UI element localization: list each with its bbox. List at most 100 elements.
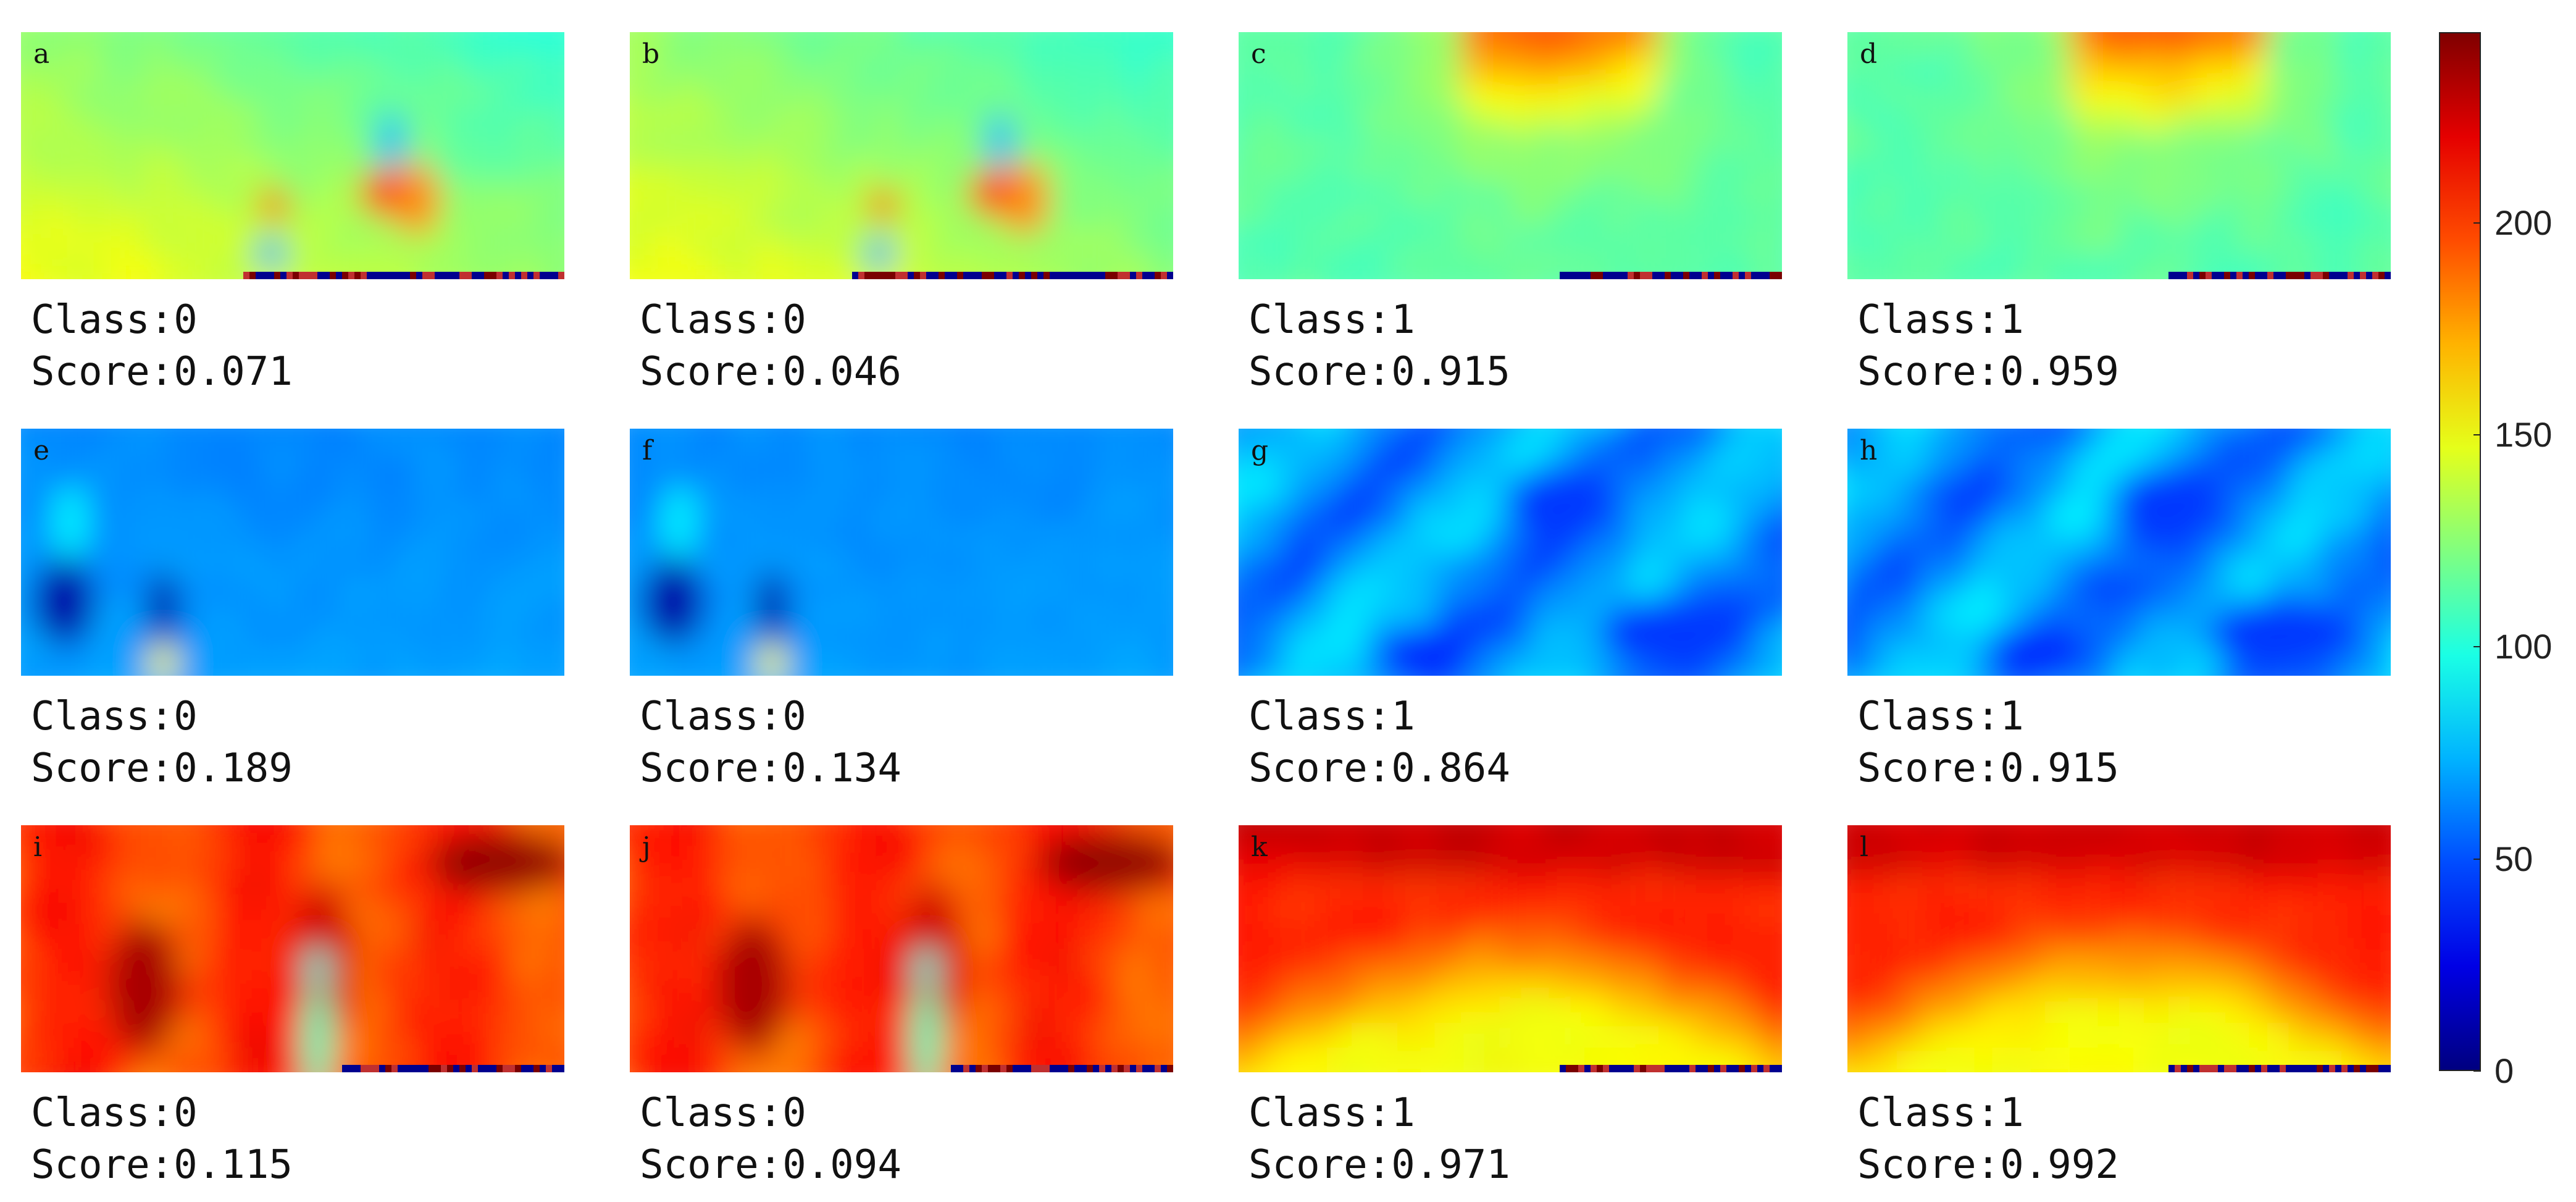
panel-letter: c bbox=[1251, 38, 1266, 70]
seafloor-strip bbox=[558, 272, 564, 279]
seafloor-strip bbox=[410, 1065, 416, 1072]
seafloor-strip bbox=[1745, 272, 1751, 279]
seafloor-strip bbox=[2323, 272, 2329, 279]
seafloor-strip bbox=[1105, 272, 1111, 279]
seafloor-strip bbox=[982, 1065, 988, 1072]
seafloor-strip bbox=[920, 272, 926, 279]
seafloor-strip bbox=[385, 272, 391, 279]
seafloor-strip bbox=[1677, 1065, 1683, 1072]
seafloor-strip bbox=[422, 272, 429, 279]
seafloor-strip bbox=[2292, 272, 2298, 279]
seafloor-strip bbox=[2354, 1065, 2360, 1072]
seafloor-strip bbox=[354, 1065, 361, 1072]
class-label: Class:1 bbox=[1248, 297, 1415, 343]
seafloor-strip bbox=[1136, 272, 1142, 279]
seafloor-strip bbox=[1081, 272, 1087, 279]
seafloor-strip bbox=[398, 272, 404, 279]
seafloor-strip bbox=[533, 272, 540, 279]
seafloor-strip bbox=[1597, 1065, 1603, 1072]
seafloor-strip bbox=[1609, 1065, 1615, 1072]
seafloor-strip bbox=[243, 272, 249, 279]
seafloor-strip bbox=[1000, 1065, 1006, 1072]
seafloor-strip bbox=[1646, 1065, 1652, 1072]
seafloor-strip bbox=[1739, 1065, 1745, 1072]
seafloor-strip bbox=[1628, 272, 1634, 279]
seafloor-strip bbox=[459, 272, 466, 279]
heatmap-image bbox=[21, 32, 564, 279]
class-label: Class:1 bbox=[1248, 1090, 1415, 1136]
seafloor-strip bbox=[1628, 1065, 1634, 1072]
seafloor-strip bbox=[2378, 272, 2385, 279]
seafloor-strip bbox=[2243, 1065, 2249, 1072]
seafloor-strip bbox=[2261, 1065, 2267, 1072]
seafloor-strip bbox=[496, 272, 503, 279]
heatmap-image bbox=[630, 32, 1173, 279]
seafloor-strip bbox=[2329, 272, 2335, 279]
seafloor-strip bbox=[2335, 1065, 2341, 1072]
seafloor-strip bbox=[1062, 272, 1068, 279]
heatmap-image bbox=[21, 825, 564, 1072]
seafloor-strip bbox=[2230, 272, 2236, 279]
seafloor-strip bbox=[2236, 1065, 2243, 1072]
seafloor-strip bbox=[521, 1065, 527, 1072]
seafloor-strip bbox=[299, 272, 305, 279]
seafloor-strip bbox=[1603, 272, 1609, 279]
seafloor-strip bbox=[1763, 1065, 1770, 1072]
seafloor-strip bbox=[416, 272, 422, 279]
seafloor-strip bbox=[858, 272, 864, 279]
seafloor-strip bbox=[951, 272, 957, 279]
seafloor-strip bbox=[342, 1065, 348, 1072]
heatmap-image bbox=[1239, 825, 1782, 1072]
seafloor-strip bbox=[1702, 1065, 1708, 1072]
heatmap-image bbox=[1847, 429, 2391, 676]
seafloor-strip bbox=[2175, 272, 2181, 279]
score-label: Score:0.115 bbox=[31, 1142, 293, 1188]
score-label: Score:0.046 bbox=[640, 349, 901, 395]
seafloor-strip bbox=[1720, 1065, 1726, 1072]
seafloor-strip bbox=[1621, 1065, 1628, 1072]
seafloor-strip bbox=[2218, 272, 2224, 279]
seafloor-strip bbox=[490, 1065, 496, 1072]
colorbar bbox=[2439, 32, 2481, 1071]
panel-caption: Class:1 Score:0.971 bbox=[1248, 1087, 1792, 1191]
seafloor-strip bbox=[2168, 1065, 2175, 1072]
seafloor-strip bbox=[1019, 272, 1025, 279]
seafloor-strip bbox=[1757, 1065, 1763, 1072]
panel-g: g bbox=[1239, 429, 1782, 676]
heatmap-image bbox=[1239, 32, 1782, 279]
seafloor-strip bbox=[864, 272, 871, 279]
seafloor-strip bbox=[1696, 272, 1702, 279]
seafloor-strip bbox=[1043, 272, 1050, 279]
seafloor-strip bbox=[324, 272, 330, 279]
seafloor-strip bbox=[895, 272, 901, 279]
seafloor-strip bbox=[963, 272, 969, 279]
panel-letter: k bbox=[1251, 831, 1268, 863]
seafloor-strip bbox=[1136, 1065, 1142, 1072]
seafloor-strip bbox=[889, 272, 895, 279]
seafloor-strip bbox=[1068, 1065, 1074, 1072]
seafloor-strip bbox=[342, 272, 348, 279]
seafloor-strip bbox=[379, 1065, 385, 1072]
seafloor-strip bbox=[969, 272, 976, 279]
seafloor-strip bbox=[1770, 1065, 1776, 1072]
score-label: Score:0.094 bbox=[640, 1142, 901, 1188]
seafloor-strip bbox=[552, 1065, 558, 1072]
seafloor-strip bbox=[1683, 272, 1689, 279]
seafloor-strip bbox=[2360, 272, 2366, 279]
seafloor-strip bbox=[2236, 272, 2243, 279]
seafloor-strip bbox=[361, 272, 367, 279]
seafloor-strip bbox=[2354, 272, 2360, 279]
seafloor-strip bbox=[429, 1065, 435, 1072]
seafloor-strip bbox=[478, 1065, 484, 1072]
seafloor-strip bbox=[1584, 272, 1591, 279]
seafloor-strip bbox=[1751, 1065, 1757, 1072]
seafloor-strip bbox=[1733, 272, 1739, 279]
colorbar-tick-label: 0 bbox=[2494, 1051, 2514, 1090]
seafloor-strip bbox=[2273, 272, 2280, 279]
seafloor-strip bbox=[447, 272, 453, 279]
seafloor-strip bbox=[1006, 1065, 1013, 1072]
seafloor-strip bbox=[2255, 272, 2261, 279]
seafloor-strip bbox=[1093, 1065, 1099, 1072]
seafloor-strip bbox=[2366, 272, 2372, 279]
seafloor-strip bbox=[2206, 1065, 2212, 1072]
